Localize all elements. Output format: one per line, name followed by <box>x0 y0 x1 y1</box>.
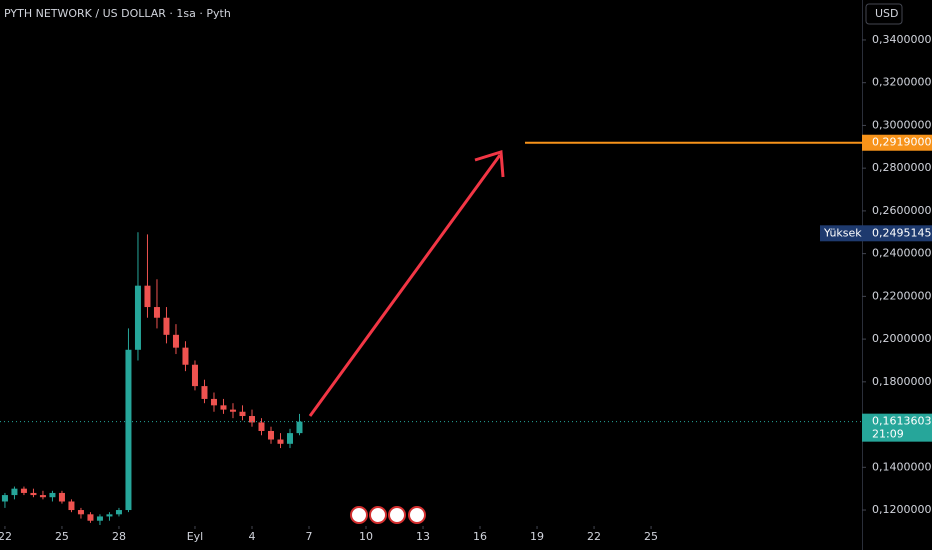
chart-title: PYTH NETWORK / US DOLLAR · 1sa · Pyth <box>4 7 231 20</box>
candle-body <box>125 349 132 511</box>
currency: USD <box>875 7 899 20</box>
x-tick-label: 7 <box>305 530 312 543</box>
candle-body <box>248 416 255 423</box>
high-marker-name: Yüksek <box>823 226 862 239</box>
candle-body <box>182 347 189 365</box>
candle-body <box>39 495 46 498</box>
y-tick-label: 0,20000000 <box>872 332 932 345</box>
current-price-label: 0,16136036 <box>872 415 932 428</box>
candle-body <box>77 510 84 515</box>
event-flags <box>350 506 426 524</box>
y-tick-label: 0,12000000 <box>872 503 932 516</box>
y-tick-label: 0,24000000 <box>872 247 932 260</box>
candle-body <box>106 514 113 517</box>
x-tick-label: 10 <box>359 530 373 543</box>
high-marker-label: 0,24951457 <box>872 226 932 239</box>
x-tick-label: 16 <box>473 530 487 543</box>
candle-body <box>210 398 217 406</box>
target-price-label: 0,29190000 <box>872 136 932 149</box>
candle-body <box>172 334 179 348</box>
candle-body <box>201 386 208 399</box>
candle-body <box>229 409 236 412</box>
arrow-head <box>474 150 505 178</box>
candle-body <box>11 488 18 496</box>
candle-body <box>296 421 303 434</box>
x-tick-label: 19 <box>530 530 544 543</box>
y-tick-label: 0,32000000 <box>872 76 932 89</box>
x-tick-label: 22 <box>0 530 12 543</box>
x-tick-label: 4 <box>248 530 255 543</box>
candle-body <box>58 492 65 502</box>
candle-body <box>220 405 227 410</box>
candle-body <box>87 514 94 521</box>
x-tick-label: 25 <box>644 530 658 543</box>
candle-body <box>30 492 37 496</box>
x-tick-label: 28 <box>112 530 126 543</box>
event-flag[interactable] <box>369 506 387 524</box>
candle-body <box>134 285 141 350</box>
currency-box[interactable] <box>865 3 903 25</box>
y-tick-label: 0,14000000 <box>872 460 932 473</box>
candle-body <box>144 285 151 308</box>
candle-body <box>96 516 103 521</box>
countdown-label: 21:09 <box>872 428 904 441</box>
candle-body <box>163 317 170 335</box>
candle-body <box>267 430 274 440</box>
y-tick-label: 0,30000000 <box>872 118 932 131</box>
high-marker-box <box>820 225 932 242</box>
y-tick-label: 0,34000000 <box>872 33 932 46</box>
event-flag[interactable] <box>350 506 368 524</box>
candle-body <box>49 492 56 498</box>
candle-body <box>239 411 246 417</box>
current-price-box <box>862 413 932 442</box>
x-tick-label: 25 <box>55 530 69 543</box>
y-tick-label: 0,28000000 <box>872 161 932 174</box>
candle-body <box>191 364 198 387</box>
target-price-box <box>862 134 932 151</box>
candle-body <box>20 488 27 493</box>
x-tick-label: 22 <box>587 530 601 543</box>
candle-body <box>286 433 293 444</box>
candle-body <box>115 510 122 515</box>
x-tick-label: Eyl <box>187 530 204 543</box>
y-tick-label: 0,26000000 <box>872 204 932 217</box>
event-flag[interactable] <box>408 506 426 524</box>
arrow-shaft <box>308 154 502 417</box>
candle-body <box>68 501 75 511</box>
y-tick-label: 0,18000000 <box>872 375 932 388</box>
event-flag[interactable] <box>388 506 406 524</box>
candle-body <box>277 439 284 444</box>
candle-body <box>1 495 8 502</box>
arrow-annotation <box>308 150 505 417</box>
candle-body <box>153 307 160 318</box>
candle-body <box>258 422 265 431</box>
y-tick-label: 0,22000000 <box>872 289 932 302</box>
x-tick-label: 13 <box>416 530 430 543</box>
